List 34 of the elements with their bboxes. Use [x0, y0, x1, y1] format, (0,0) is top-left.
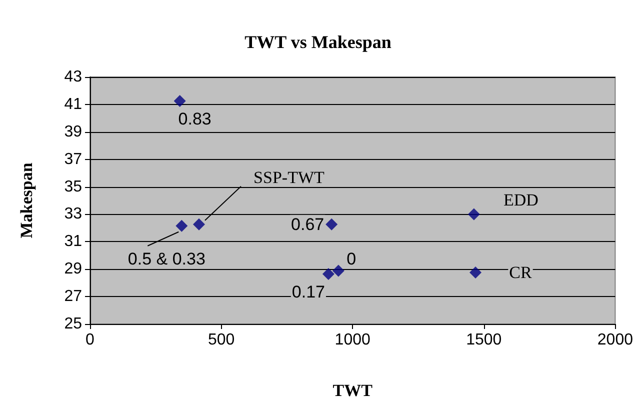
point — [468, 208, 480, 220]
point — [322, 268, 334, 280]
annotation: SSP-TWT — [254, 168, 326, 187]
x-tick-label: 0 — [86, 332, 95, 348]
y-tick-label: 31 — [64, 233, 82, 250]
y-tick-label: 25 — [64, 316, 82, 332]
point — [470, 266, 482, 279]
annotation: EDD — [503, 190, 538, 210]
y-tick-label: 41 — [64, 96, 82, 113]
x-tick-label: 500 — [208, 332, 235, 348]
annotation: 0 — [346, 249, 356, 268]
annotation: 0.17 — [292, 282, 325, 302]
point — [176, 220, 188, 232]
annotation: 0.83 — [178, 110, 212, 129]
chart-title: TWT vs Makespan — [244, 32, 392, 52]
x-axis-title: TWT — [332, 381, 374, 400]
y-tick-label: 37 — [64, 150, 82, 168]
point — [326, 218, 338, 230]
y-tick-label: 35 — [64, 178, 82, 196]
y-tick-label: 33 — [64, 206, 82, 223]
annotation: 0.5 & 0.33 — [128, 249, 206, 268]
annotation: 0.67 — [291, 214, 324, 234]
y-tick-label: 27 — [64, 288, 82, 306]
annotation: CR — [509, 263, 532, 282]
x-tick-label: 1500 — [466, 332, 502, 348]
x-tick-label: 2000 — [597, 332, 634, 348]
point — [192, 218, 205, 230]
y-tick-label: 43 — [64, 68, 82, 86]
point — [174, 95, 186, 108]
y-tick-label: 29 — [64, 260, 82, 278]
point — [332, 264, 344, 277]
x-tick-label: 1000 — [334, 332, 370, 348]
y-tick-label: 39 — [64, 123, 82, 140]
y-axis-title: Makespan — [17, 162, 36, 238]
